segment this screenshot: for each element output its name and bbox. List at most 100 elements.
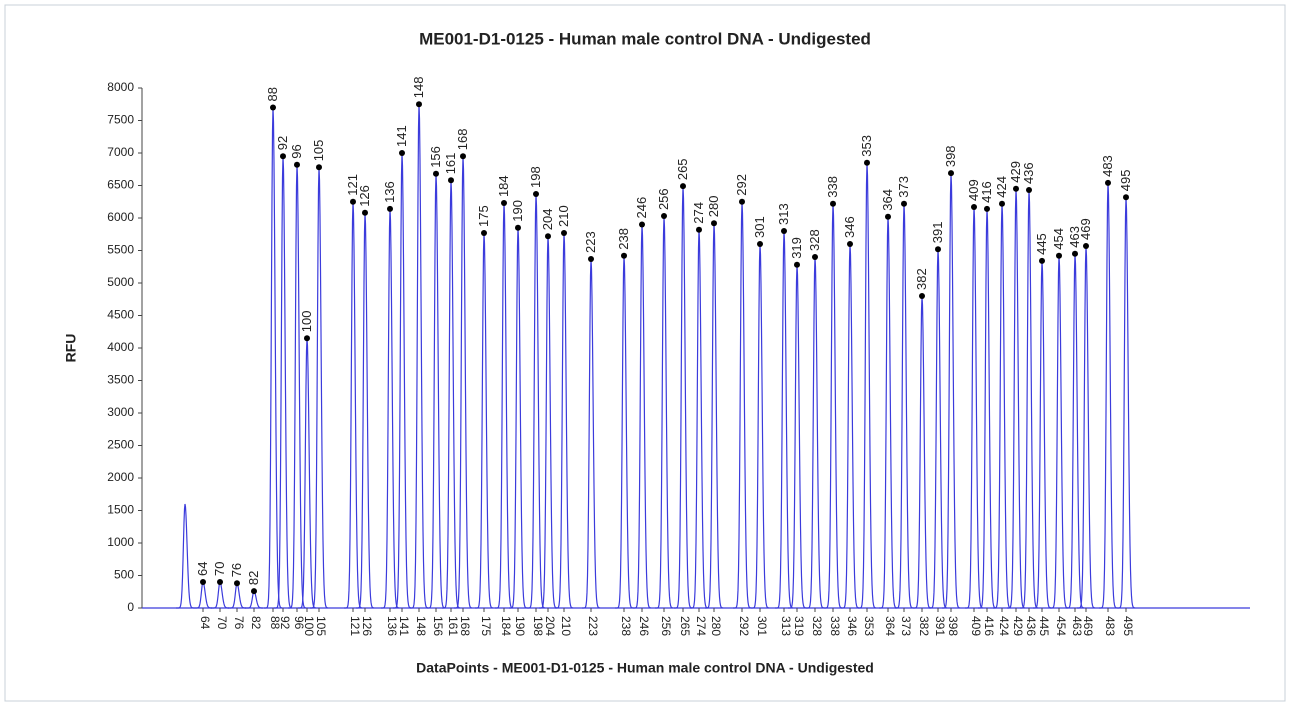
peak-label: 92 <box>275 136 290 150</box>
peak-label: 495 <box>1118 169 1133 191</box>
peak-label: 364 <box>880 189 895 211</box>
peak-label: 436 <box>1021 162 1036 184</box>
peak-label: 280 <box>706 195 721 217</box>
peak-label: 105 <box>311 140 326 162</box>
peak-label: 136 <box>382 181 397 203</box>
peak <box>176 503 194 609</box>
peak-label: 398 <box>943 145 958 167</box>
x-tick-label: 141 <box>397 616 411 636</box>
peak-dot <box>362 209 368 216</box>
x-tick-label: 353 <box>862 616 876 636</box>
peak-label: 454 <box>1051 228 1066 250</box>
peak-dot <box>561 229 567 236</box>
x-tick-label: 301 <box>755 616 769 636</box>
peak-label: 292 <box>734 174 749 196</box>
peak-dot <box>901 200 907 207</box>
x-axis-title: DataPoints - ME001-D1-0125 - Human male … <box>416 660 874 676</box>
x-tick-label: 265 <box>678 616 692 636</box>
peak-label: 445 <box>1034 233 1049 255</box>
x-tick-label: 256 <box>659 616 673 636</box>
peak-label: 463 <box>1067 226 1082 248</box>
peak-label: 168 <box>455 129 470 151</box>
y-tick-label: 7000 <box>107 145 134 159</box>
peak-dot <box>399 150 405 156</box>
peak-dot <box>501 200 507 207</box>
peak-dot <box>1072 250 1078 257</box>
peak-label: 338 <box>825 176 840 198</box>
y-tick-label: 2000 <box>107 470 134 484</box>
x-tick-label: 416 <box>982 616 996 636</box>
peak-dot <box>481 229 487 236</box>
x-tick-label: 328 <box>810 616 824 636</box>
x-tick-label: 436 <box>1024 616 1038 636</box>
peak-label: 238 <box>616 228 631 250</box>
peak-label: 190 <box>510 200 525 222</box>
peak-dot <box>1013 185 1019 192</box>
x-tick-label: 424 <box>997 616 1011 636</box>
peak-dot <box>1123 194 1129 201</box>
y-tick-label: 2500 <box>107 438 134 452</box>
x-tick-label: 100 <box>302 616 316 636</box>
peak-dot <box>515 224 521 231</box>
y-tick-label: 5500 <box>107 243 134 257</box>
x-tick-label: 445 <box>1037 616 1051 636</box>
peak-label: 76 <box>229 563 244 577</box>
peak-dot <box>316 164 322 171</box>
peak-label: 204 <box>540 208 555 230</box>
peak-dot <box>864 159 870 166</box>
peak-dot <box>757 241 763 247</box>
peak-dot <box>919 293 925 299</box>
x-tick-label: 204 <box>543 616 557 636</box>
peak-dot <box>984 205 990 212</box>
peak-label: 210 <box>556 205 571 227</box>
peak-dot <box>200 579 206 585</box>
peak-label: 156 <box>428 146 443 168</box>
y-tick-label: 1500 <box>107 503 134 517</box>
peak-label: 126 <box>357 185 372 207</box>
x-tick-label: 463 <box>1070 616 1084 636</box>
x-tick-label: 76 <box>232 616 246 630</box>
peak-dot <box>545 233 551 240</box>
peak-label: 88 <box>265 87 280 101</box>
peak-label: 274 <box>691 202 706 224</box>
x-tick-label: 88 <box>268 616 282 630</box>
y-tick-label: 3500 <box>107 373 134 387</box>
peak-label: 328 <box>807 229 822 251</box>
peak-label: 391 <box>930 221 945 243</box>
peak-dot <box>885 213 891 220</box>
x-tick-label: 156 <box>431 616 445 636</box>
x-tick-label: 161 <box>446 616 460 636</box>
peak-dot <box>999 200 1005 207</box>
peak-dot <box>1105 179 1111 186</box>
x-tick-label: 469 <box>1081 616 1095 636</box>
peak-label: 319 <box>789 237 804 259</box>
peak-dot <box>830 200 836 207</box>
peak-label: 353 <box>859 135 874 157</box>
peak-label: 100 <box>299 311 314 333</box>
peak-label: 346 <box>842 216 857 238</box>
x-tick-label: 82 <box>249 616 263 630</box>
peak-dot <box>234 580 240 587</box>
x-tick-label: 398 <box>946 616 960 636</box>
x-tick-label: 454 <box>1054 616 1068 636</box>
peak-dot <box>696 226 702 233</box>
peak-dot <box>639 221 645 228</box>
peak-dot <box>460 153 466 160</box>
y-tick-label: 6000 <box>107 210 134 224</box>
y-tick-label: 5000 <box>107 275 134 289</box>
peak-dot <box>847 241 853 247</box>
peak-label: 313 <box>776 203 791 225</box>
peak-label: 246 <box>634 197 649 219</box>
peak-dot <box>387 205 393 212</box>
peak-label: 96 <box>289 144 304 158</box>
y-tick-label: 3000 <box>107 405 134 419</box>
y-axis-title: RFU <box>63 334 79 363</box>
peak-dot <box>448 177 454 184</box>
x-tick-label: 280 <box>709 616 723 636</box>
x-tick-label: 136 <box>385 616 399 636</box>
peak-label: 184 <box>496 175 511 197</box>
x-tick-label: 168 <box>458 616 472 636</box>
peak-dot <box>280 153 286 160</box>
peak-label: 64 <box>195 562 210 576</box>
peak-dot <box>781 228 787 234</box>
